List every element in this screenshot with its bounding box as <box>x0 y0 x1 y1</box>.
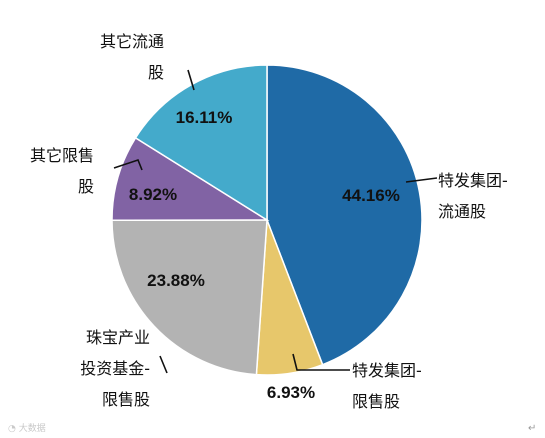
value-label-2: 6.93% <box>267 383 315 402</box>
slices-layer <box>111 64 423 376</box>
value-label-1: 44.16% <box>342 186 400 205</box>
category-label-1: 特发集团- 流通股 <box>438 171 508 221</box>
leader-line-3 <box>159 355 168 374</box>
value-label-3: 23.88% <box>147 271 205 290</box>
category-label-line: 特发集团- <box>438 171 508 190</box>
category-label-line: 限售股 <box>102 390 150 409</box>
pie-slice-3 <box>111 219 268 376</box>
category-label-line: 流通股 <box>438 202 486 221</box>
watermark-logo: ◔ 大数据 <box>8 422 46 434</box>
category-label-line: 特发集团- <box>352 361 422 380</box>
category-label-4: 其它限售股 <box>30 146 94 196</box>
category-label-line: 股 <box>148 63 164 82</box>
value-labels-layer: 44.16% 6.93% 23.88% 8.92% 16.11% <box>129 108 400 402</box>
category-label-line: 股 <box>78 177 94 196</box>
category-label-line: 限售股 <box>352 392 400 411</box>
pie-slice-1 <box>266 64 423 366</box>
category-label-line: 珠宝产业 <box>86 328 150 347</box>
leader-line-2 <box>292 353 350 371</box>
value-label-4: 8.92% <box>129 185 177 204</box>
pie-slice-4 <box>111 136 270 222</box>
category-label-line: 投资基金- <box>80 359 150 378</box>
leader-lines-layer <box>113 69 438 374</box>
leader-line-4 <box>113 159 143 171</box>
paragraph-end-mark: ↵ <box>528 423 536 434</box>
category-label-line: 其它流通 <box>100 32 164 51</box>
category-label-2: 特发集团- 限售股 <box>352 361 422 411</box>
leader-line-1 <box>405 177 438 183</box>
value-label-5: 16.11% <box>176 108 233 127</box>
category-label-5: 其它流通股 <box>100 32 164 82</box>
category-label-line: 其它限售 <box>30 146 94 165</box>
leader-line-5 <box>187 69 195 91</box>
category-label-3: 珠宝产业投资基金- 限售股 <box>80 328 150 409</box>
